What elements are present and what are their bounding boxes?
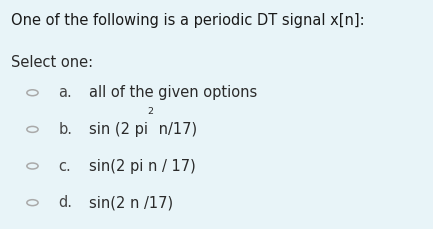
Text: c.: c. <box>58 158 71 174</box>
Text: One of the following is a periodic DT signal x[n]:: One of the following is a periodic DT si… <box>11 13 365 28</box>
Text: sin(2 pi n / 17): sin(2 pi n / 17) <box>89 158 196 174</box>
Text: a.: a. <box>58 85 72 100</box>
Text: b.: b. <box>58 122 72 137</box>
Text: d.: d. <box>58 195 72 210</box>
Text: sin(2 n /17): sin(2 n /17) <box>89 195 173 210</box>
Text: 2: 2 <box>148 106 154 116</box>
Text: sin (2 pi: sin (2 pi <box>89 122 148 137</box>
Text: n/17): n/17) <box>154 122 197 137</box>
Text: all of the given options: all of the given options <box>89 85 257 100</box>
Text: Select one:: Select one: <box>11 55 93 70</box>
